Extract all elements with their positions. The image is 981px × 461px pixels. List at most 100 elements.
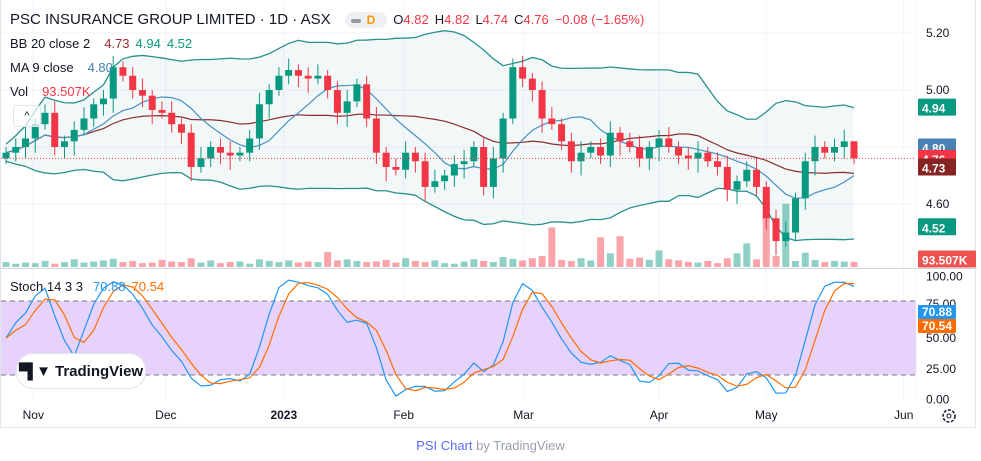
candle-body bbox=[226, 152, 234, 156]
volume-bar bbox=[636, 257, 644, 267]
volume-bar bbox=[723, 258, 731, 267]
bb-lower-line bbox=[5, 160, 855, 242]
stoch-badge-bg bbox=[918, 319, 956, 333]
tradingview-logo-text: TradingView bbox=[55, 362, 144, 380]
candle bbox=[480, 138, 488, 196]
volume-bar bbox=[655, 250, 663, 267]
high-label: H bbox=[434, 12, 445, 27]
bb-basis-line bbox=[5, 113, 855, 174]
footer-attribution[interactable]: by TradingView bbox=[476, 438, 565, 453]
volume-bar bbox=[489, 262, 497, 267]
volume-bar bbox=[333, 260, 341, 267]
candle-body bbox=[665, 138, 673, 147]
volume-bar bbox=[772, 256, 780, 267]
settings-gear-icon[interactable] bbox=[942, 409, 956, 423]
time-tick-label: May bbox=[755, 408, 778, 422]
chart-canvas[interactable]: 5.205.004.604.944.804.764.734.5293.507K1… bbox=[1, 0, 977, 428]
candle-body bbox=[597, 147, 605, 156]
candle bbox=[90, 98, 98, 128]
candle bbox=[450, 155, 458, 187]
bb-legend[interactable]: BB 20 close 2 4.73 4.94 4.52 bbox=[10, 36, 198, 51]
time-tick-label: Apr bbox=[650, 408, 669, 422]
candle bbox=[353, 78, 361, 108]
collapse-legend-button[interactable]: ^ bbox=[13, 105, 41, 127]
stoch-tick-label: 25.00 bbox=[926, 362, 956, 376]
stoch-legend[interactable]: Stoch 14 3 3 70.88 70.54 bbox=[10, 279, 170, 294]
candle bbox=[226, 141, 234, 170]
candle-body bbox=[636, 147, 644, 159]
volume-bar bbox=[411, 260, 419, 267]
candle-body bbox=[51, 112, 59, 147]
volume-bar bbox=[129, 260, 137, 267]
candle-body bbox=[255, 104, 263, 139]
candle bbox=[743, 161, 751, 187]
candle-body bbox=[333, 90, 341, 113]
candle bbox=[177, 118, 185, 145]
volume-bar bbox=[850, 261, 858, 267]
candle bbox=[70, 121, 78, 156]
footer: PSI Chart by TradingView bbox=[0, 438, 981, 453]
chart-legend-title: PSC INSURANCE GROUP LIMITED · 1D · ASX D O… bbox=[10, 11, 650, 28]
stoch-badge-bg bbox=[918, 305, 956, 319]
ma-legend[interactable]: MA 9 close 4.80 bbox=[10, 60, 119, 75]
candle-body bbox=[694, 152, 702, 159]
candle-body bbox=[2, 152, 10, 159]
candle-body bbox=[285, 70, 293, 76]
volume-bar bbox=[694, 262, 702, 267]
candle bbox=[519, 55, 527, 88]
stoch-tick-label: 100.00 bbox=[926, 269, 963, 283]
candle bbox=[138, 78, 146, 108]
volume-bar bbox=[255, 259, 263, 267]
candle-body bbox=[304, 75, 312, 79]
candle-body bbox=[489, 158, 497, 187]
volume-bar bbox=[509, 258, 517, 267]
candle-body bbox=[684, 155, 692, 159]
candle-body bbox=[821, 147, 829, 153]
price-badge: 4.73 bbox=[922, 161, 946, 175]
candle bbox=[158, 101, 166, 119]
price-tick-label: 5.00 bbox=[926, 83, 950, 97]
symbol-title[interactable]: PSC INSURANCE GROUP LIMITED · 1D · ASX bbox=[10, 11, 331, 28]
time-tick-label: 2023 bbox=[270, 408, 297, 422]
candle-body bbox=[528, 78, 536, 90]
candle-body bbox=[567, 141, 575, 162]
volume-badge-bg bbox=[918, 250, 976, 268]
candle-body bbox=[519, 67, 527, 79]
footer-chart-link[interactable]: PSI Chart bbox=[416, 438, 473, 453]
candle-body bbox=[197, 158, 205, 167]
candle-body bbox=[70, 129, 78, 142]
candle bbox=[567, 132, 575, 173]
time-tick-label: Jun bbox=[894, 408, 913, 422]
chart-widget[interactable]: 5.205.004.604.944.804.764.734.5293.507K1… bbox=[0, 0, 977, 428]
candle-body bbox=[801, 161, 809, 199]
candle bbox=[343, 90, 351, 128]
candle bbox=[304, 67, 312, 93]
bb-band-fill bbox=[6, 30, 854, 241]
candle bbox=[723, 155, 731, 202]
candle-body bbox=[762, 186, 770, 219]
volume-bar bbox=[80, 262, 88, 267]
candle bbox=[285, 58, 293, 85]
stoch-k-value: 70.88 bbox=[93, 279, 126, 294]
stoch-d-line bbox=[5, 282, 855, 392]
candle bbox=[509, 58, 517, 125]
market-closed-icon bbox=[350, 18, 361, 23]
candle-body bbox=[840, 141, 848, 147]
tradingview-logo[interactable]: ▀▌▼ TradingView bbox=[16, 353, 146, 389]
bb-basis-value: 4.73 bbox=[104, 36, 130, 51]
volume-bar bbox=[626, 258, 634, 267]
candle-body bbox=[782, 232, 790, 242]
volume-bar bbox=[324, 252, 332, 267]
volume-bar bbox=[519, 260, 527, 267]
candle-body bbox=[382, 152, 390, 167]
volume-bar bbox=[704, 260, 712, 267]
volume-bar bbox=[450, 263, 458, 267]
volume-bar bbox=[402, 258, 410, 267]
stoch-d-value: 70.54 bbox=[131, 279, 165, 294]
vol-legend[interactable]: Vol 93.507K bbox=[10, 84, 97, 99]
market-status-pill[interactable]: D bbox=[344, 12, 388, 28]
candle bbox=[255, 92, 263, 150]
candle-body bbox=[587, 147, 595, 153]
candle-body bbox=[177, 124, 185, 133]
candle bbox=[372, 107, 380, 165]
